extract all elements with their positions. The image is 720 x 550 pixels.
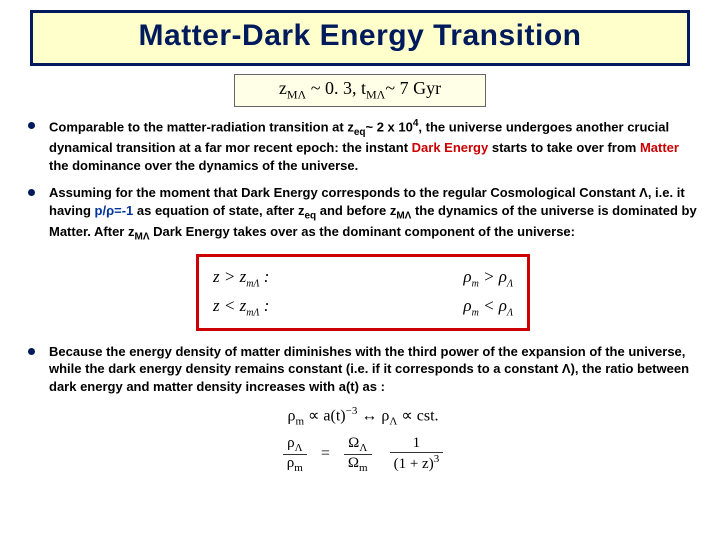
bullet-dot-icon <box>28 122 35 129</box>
b1-red: Dark Energy <box>412 140 489 155</box>
r2r: ρ <box>463 296 471 315</box>
equation-box: z > zmΛ : ρm > ρΛ z < zmΛ : ρm < ρΛ <box>196 254 530 331</box>
b1a2: ~ 2 x 10 <box>366 119 413 134</box>
m1a-sub: m <box>295 416 304 428</box>
frac-2: ΩΛ Ωm <box>344 435 372 474</box>
eq-sign-1: = <box>321 445 330 463</box>
f2ds: m <box>359 462 368 474</box>
b1-red2: Matter <box>640 140 679 155</box>
r1l-sub: mΛ <box>246 278 259 289</box>
r1r-s1: m <box>472 278 479 289</box>
bullet-2-text: Assuming for the moment that Dark Energy… <box>49 184 698 244</box>
r2r2: < ρ <box>479 296 507 315</box>
r2l2: : <box>259 296 269 315</box>
bullet-2: Assuming for the moment that Dark Energy… <box>28 184 698 244</box>
f3ds: 3 <box>434 453 440 465</box>
frac-1: ρΛ ρm <box>283 435 307 474</box>
content: Comparable to the matter-radiation trans… <box>0 117 720 474</box>
frac2-den: Ωm <box>344 455 372 474</box>
b2-blue: p/ρ=-1 <box>95 203 137 218</box>
b2e: Dark Energy takes over as the dominant c… <box>149 224 575 239</box>
f1na: ρ <box>287 435 295 451</box>
b1a-sub: eq <box>354 127 366 138</box>
bullet-dot-icon <box>28 189 35 196</box>
frac1-num: ρΛ <box>283 435 307 455</box>
t-label: t <box>357 78 367 98</box>
z-val: ~ 0. 3, <box>306 78 356 98</box>
math-line-1: ρm ∝ a(t)−3 ↔ ρΛ ∝ cst. <box>28 405 698 428</box>
z-sub: MΛ <box>287 88 306 102</box>
frac1-den: ρm <box>283 455 307 474</box>
b2b-sub: eq <box>304 210 316 221</box>
page-title: Matter-Dark Energy Transition <box>33 19 687 53</box>
b1a4: starts to take over from <box>488 140 640 155</box>
eq-r1l: z > zmΛ : <box>213 263 269 292</box>
m1c: ↔ ρ <box>357 408 389 425</box>
math-line-2: ρΛ ρm = ΩΛ Ωm 1 (1 + z)3 <box>279 435 447 474</box>
r2r-s1: m <box>472 308 479 319</box>
eq-r2r: ρm < ρΛ <box>463 292 513 321</box>
frac3-den: (1 + z)3 <box>390 453 444 473</box>
r2l: z < z <box>213 296 246 315</box>
title-box: Matter-Dark Energy Transition <box>30 10 690 66</box>
t-sub: MΛ <box>366 88 385 102</box>
r1r2: > ρ <box>479 267 507 286</box>
f1ds: m <box>294 462 303 474</box>
bullet-3-text: Because the energy density of matter dim… <box>49 343 698 396</box>
f2ns: Λ <box>359 442 367 454</box>
math-block: ρm ∝ a(t)−3 ↔ ρΛ ∝ cst. ρΛ ρm = ΩΛ Ωm 1 … <box>28 405 698 474</box>
bullet-1: Comparable to the matter-radiation trans… <box>28 117 698 175</box>
bullet-3: Because the energy density of matter dim… <box>28 343 698 396</box>
f2na: Ω <box>348 435 359 451</box>
m1b-sup: −3 <box>346 405 358 417</box>
f1ns: Λ <box>295 442 303 454</box>
f3da: (1 + z) <box>394 456 434 472</box>
bullet-dot-icon <box>28 348 35 355</box>
t-val: ~ 7 Gyr <box>385 78 441 98</box>
r1r: ρ <box>463 267 471 286</box>
r2l-sub: mΛ <box>246 308 259 319</box>
r1r-s2: Λ <box>507 278 513 289</box>
frac-3: 1 (1 + z)3 <box>390 435 444 473</box>
r1l2: : <box>259 267 269 286</box>
r1l: z > z <box>213 267 246 286</box>
b2c: and before z <box>316 203 396 218</box>
b1a: Comparable to the matter-radiation trans… <box>49 119 354 134</box>
m1d: ∝ cst. <box>397 408 438 425</box>
bullet-1-text: Comparable to the matter-radiation trans… <box>49 117 698 175</box>
b2d-sub: MΛ <box>134 231 149 242</box>
z-label: z <box>279 78 287 98</box>
frac2-num: ΩΛ <box>344 435 372 455</box>
subtitle-box: zMΛ ~ 0. 3, tMΛ~ 7 Gyr <box>234 74 486 107</box>
eq-row-1: z > zmΛ : ρm > ρΛ <box>213 263 513 292</box>
f2da: Ω <box>348 455 359 471</box>
frac3-num: 1 <box>390 435 444 453</box>
b2c-sub: MΛ <box>396 210 411 221</box>
b1a5: the dominance over the dynamics of the u… <box>49 158 358 173</box>
eq-row-2: z < zmΛ : ρm < ρΛ <box>213 292 513 321</box>
eq-r2l: z < zmΛ : <box>213 292 269 321</box>
r2r-s2: Λ <box>507 308 513 319</box>
eq-r1r: ρm > ρΛ <box>463 263 513 292</box>
b2b: as equation of state, after z <box>137 203 305 218</box>
m1b: ∝ a(t) <box>304 408 346 425</box>
